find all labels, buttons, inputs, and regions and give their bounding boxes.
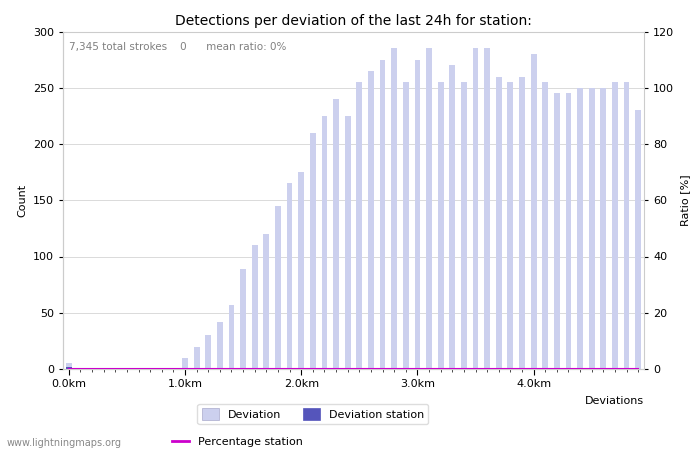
Bar [101,368,106,369]
Bar [159,368,164,369]
Bar [194,346,199,369]
Bar [519,76,525,369]
Bar [414,59,420,369]
Bar [66,363,71,369]
Bar [438,82,444,369]
Bar [403,82,409,369]
Bar [379,59,386,369]
Bar [345,116,351,369]
Bar [589,88,594,369]
Bar [217,322,223,369]
Bar [333,99,339,369]
Bar [171,368,176,369]
Legend: Percentage station: Percentage station [167,432,307,450]
Bar [147,368,153,369]
Bar [66,367,71,369]
Bar [496,76,502,369]
Bar [391,49,397,369]
Bar [182,358,188,369]
Text: Deviations: Deviations [585,396,644,406]
Bar [310,133,316,369]
Bar [298,172,304,369]
Bar [554,94,560,369]
Bar [612,82,618,369]
Bar [136,368,141,369]
Y-axis label: Count: Count [18,184,27,217]
Bar [275,206,281,369]
Bar [508,82,513,369]
Y-axis label: Ratio [%]: Ratio [%] [680,175,689,226]
Bar [229,305,234,369]
Bar [449,65,455,369]
Bar [124,368,130,369]
Bar [426,49,432,369]
Bar [624,82,629,369]
Bar [473,49,478,369]
Bar [601,88,606,369]
Bar [566,94,571,369]
Text: www.lightningmaps.org: www.lightningmaps.org [7,438,122,448]
Bar [356,82,362,369]
Bar [542,82,548,369]
Bar [263,234,270,369]
Bar [531,54,536,369]
Bar [113,368,118,369]
Bar [287,184,293,369]
Bar [78,368,83,369]
Bar [240,269,246,369]
Bar [205,335,211,369]
Bar [368,71,374,369]
Text: 7,345 total strokes    0      mean ratio: 0%: 7,345 total strokes 0 mean ratio: 0% [69,42,286,52]
Bar [321,116,328,369]
Title: Detections per deviation of the last 24h for station:: Detections per deviation of the last 24h… [175,14,532,27]
Bar [252,245,258,369]
Bar [484,49,490,369]
Bar [636,110,641,369]
Bar [578,88,583,369]
Bar [89,368,95,369]
Bar [461,82,467,369]
